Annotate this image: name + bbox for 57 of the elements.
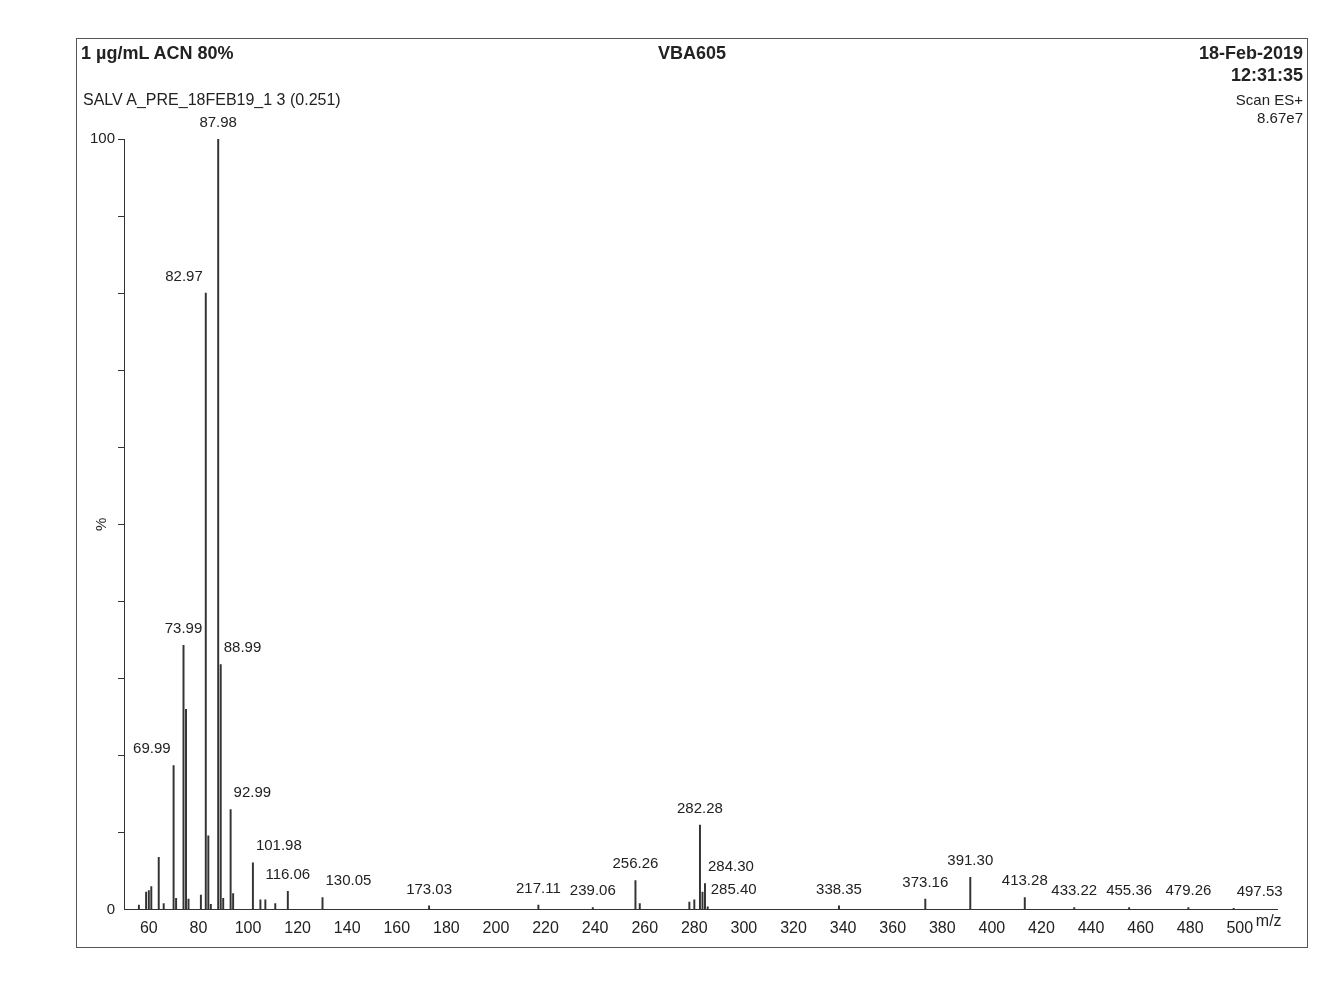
x-tick-label: 180 (433, 918, 460, 936)
x-tick-label: 240 (581, 918, 609, 936)
x-tick-label: 100 (234, 918, 262, 936)
text: SALV A_PRE_18FEB19_1 3 (0.251) (83, 91, 341, 109)
chart-title: 1 µg/mL ACN 80% (81, 43, 234, 64)
x-tick-label: 480 (1176, 918, 1204, 936)
x-tick-label: 280 (680, 918, 708, 936)
x-tick-label: 260 (631, 918, 659, 936)
y-axis-title: % (92, 517, 110, 532)
x-axis-title: m/z (1255, 912, 1282, 930)
annotation: 73.99 (164, 619, 203, 637)
x-tick-label: 420 (1028, 918, 1055, 936)
x-tick-label: 380 (928, 918, 956, 936)
x-tick-label: 340 (829, 918, 857, 936)
x-tick-label: 460 (1127, 918, 1155, 936)
annotation: 88.99 (223, 638, 262, 656)
x-tick-label: 140 (333, 918, 361, 936)
annotation: 87.98 (199, 112, 237, 130)
x-tick-label: 300 (730, 918, 758, 936)
text: Scan ES+ (1235, 91, 1303, 108)
x-tick-label: 500 (1226, 918, 1254, 936)
annotation: 282.28 (677, 798, 723, 816)
annotation: 391.30 (947, 851, 994, 869)
chart-subtitle: VBA605 (657, 43, 727, 63)
annotation: 101.98 (255, 836, 302, 854)
text: 12:31:35 (1230, 65, 1303, 86)
annotation: 173.03 (406, 879, 453, 897)
x-tick-label: 200 (482, 918, 510, 936)
annotation: 92.99 (233, 783, 272, 801)
annotation: 413.28 (1001, 871, 1048, 889)
annotation: 116.06 (265, 864, 311, 882)
x-tick-label: 320 (780, 918, 807, 936)
x-tick-label: 160 (383, 918, 411, 936)
annotation: 130.05 (325, 871, 372, 889)
annotation: 497.53 (1236, 881, 1283, 899)
x-tick-label: 440 (1077, 918, 1105, 936)
x-tick-label: 360 (879, 918, 907, 936)
y-tick-label: 0 (106, 899, 116, 917)
annotation: 338.35 (816, 879, 862, 897)
x-tick-label: 60 (139, 918, 158, 936)
annotation: 373.16 (902, 872, 949, 890)
text: 18-Feb-2019 (1198, 43, 1303, 64)
annotation: 256.26 (612, 854, 659, 872)
annotation: 82.97 (165, 266, 203, 284)
annotation: 455.36 (1106, 881, 1153, 899)
x-tick-label: 120 (284, 918, 312, 936)
annotation: 285.40 (710, 880, 757, 898)
annotation: 479.26 (1165, 881, 1212, 899)
x-tick-label: 220 (532, 918, 559, 936)
annotation: 433.22 (1051, 881, 1098, 899)
annotation: 217.11 (516, 878, 561, 896)
annotation: 69.99 (133, 739, 171, 757)
text: 8.67e7 (1257, 109, 1303, 126)
annotation: 284.30 (707, 857, 754, 875)
x-tick-label: 400 (978, 918, 1006, 936)
x-tick-label: 80 (189, 918, 208, 936)
annotation: 239.06 (569, 881, 616, 899)
